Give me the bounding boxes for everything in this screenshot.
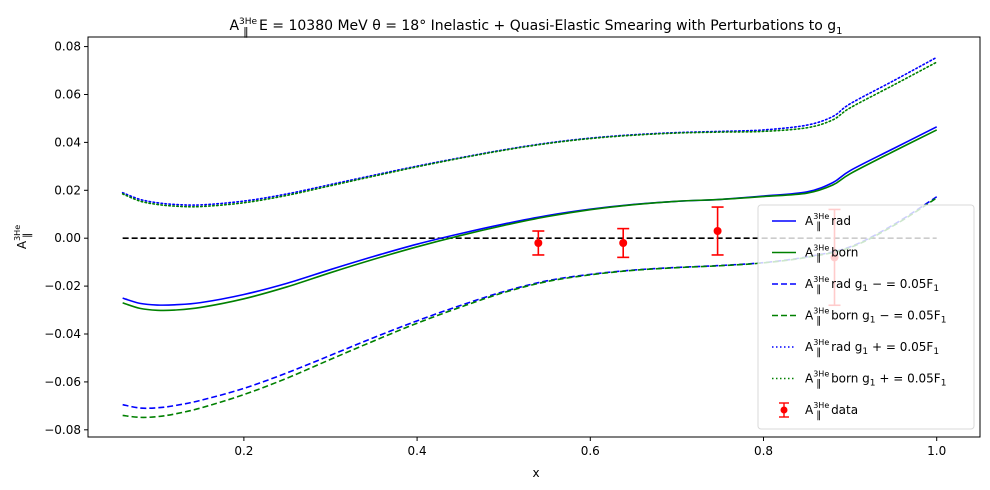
legend-entry-3: A3He ‖ rad g1 − = 0.05F1 <box>772 275 939 295</box>
data-point <box>617 227 630 259</box>
data-marker <box>534 238 543 247</box>
legend-entry-6: A3He ‖ born g1 + = 0.05F1 <box>772 370 946 390</box>
y-tick-label: 0.02 <box>54 183 81 197</box>
data-marker <box>713 227 722 236</box>
legend-label: A3He ‖ rad g1 + = 0.05F1 <box>805 338 939 358</box>
legend: A3He ‖ rad A3He ‖ born A3He ‖ rad g1 − = 0.05… <box>757 204 975 430</box>
x-tick-label: 0.2 <box>234 444 253 458</box>
series-line-6 <box>121 61 938 208</box>
y-tick-label: 0.04 <box>54 135 81 149</box>
y-tick-label: 0.08 <box>54 40 81 54</box>
series-line-2 <box>122 129 938 312</box>
y-tick-label: 0.00 <box>54 231 81 245</box>
x-axis: 0.2 0.4 0.6 0.8 1.0 <box>234 437 946 458</box>
legend-frame <box>757 204 975 430</box>
x-tick-label: 0.4 <box>408 444 427 458</box>
plot-frame <box>87 36 981 438</box>
y-tick-label: −0.06 <box>44 375 81 389</box>
legend-entry-4: A3He ‖ born g1 − = 0.05F1 <box>772 307 946 327</box>
legend-entry-7: A3He ‖ data <box>779 401 858 421</box>
legend-swatch-marker <box>780 406 788 414</box>
series-line-1 <box>122 126 938 306</box>
legend-label: A3He ‖ data <box>805 401 858 421</box>
legend-entries: A3He ‖ rad A3He ‖ born A3He ‖ rad g1 − = 0.05… <box>772 212 946 421</box>
y-tick-label: −0.02 <box>44 279 81 293</box>
legend-label: A3He ‖ rad g1 − = 0.05F1 <box>805 275 939 295</box>
x-tick-label: 0.8 <box>754 444 773 458</box>
x-tick-label: 0.6 <box>581 444 600 458</box>
chart-title: A3He ‖ E = 10380 MeV θ = 18° Inelastic + … <box>229 17 842 38</box>
x-tick-label: 1.0 <box>927 444 946 458</box>
data-point <box>711 206 724 256</box>
legend-label: A3He ‖ rad <box>805 212 851 232</box>
y-tick-label: −0.04 <box>44 327 81 341</box>
legend-label: A3He ‖ born g1 + = 0.05F1 <box>805 370 946 390</box>
y-tick-label: 0.06 <box>54 87 81 101</box>
legend-entry-1: A3He ‖ rad <box>772 212 851 232</box>
legend-label: A3He ‖ born <box>805 244 858 264</box>
data-marker <box>619 238 628 247</box>
data-point <box>532 230 545 256</box>
y-tick-label: −0.08 <box>44 423 81 437</box>
y-axis-title: A3He‖ <box>13 225 33 249</box>
legend-label: A3He ‖ born g1 − = 0.05F1 <box>805 307 946 327</box>
y-axis: −0.08 −0.06 −0.04 −0.02 0.00 0.02 0.04 0.06 0.08 <box>44 40 88 437</box>
legend-entry-2: A3He ‖ born <box>772 244 858 264</box>
x-axis-title: x <box>532 466 539 480</box>
legend-entry-5: A3He ‖ rad g1 + = 0.05F1 <box>772 338 939 358</box>
